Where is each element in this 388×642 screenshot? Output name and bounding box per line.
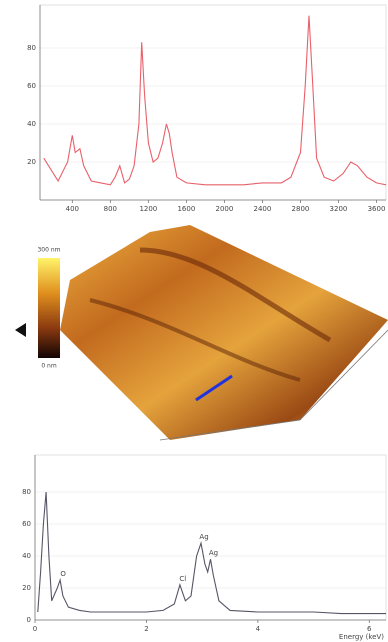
y-tick-label: 20 xyxy=(22,584,31,592)
x-tick-label: 1600 xyxy=(177,205,195,213)
cursor-arrow xyxy=(15,323,26,337)
x-tick-label: 0 xyxy=(33,625,37,633)
x-tick-label: 400 xyxy=(66,205,79,213)
base-edge xyxy=(159,329,388,441)
peak-label: O xyxy=(60,570,66,578)
x-tick-label: 1200 xyxy=(139,205,157,213)
x-axis-label: Energy (keV) xyxy=(339,633,384,641)
surface-ridge xyxy=(89,298,301,382)
x-tick-label: 800 xyxy=(104,205,117,213)
colorbar xyxy=(38,258,60,358)
x-tick-label: 3600 xyxy=(368,205,386,213)
y-tick-label: 80 xyxy=(22,488,31,496)
data-line xyxy=(43,15,387,186)
surface-ridge xyxy=(139,247,332,343)
x-tick-label: 4 xyxy=(256,625,261,633)
peak-label: Ag xyxy=(209,549,218,557)
x-tick-label: 2 xyxy=(144,625,148,633)
data-line xyxy=(37,491,386,615)
y-tick-label: 20 xyxy=(27,158,36,166)
x-tick-label: 3200 xyxy=(330,205,348,213)
peak-label: Cl xyxy=(179,575,186,583)
y-tick-label: 40 xyxy=(22,552,31,560)
x-tick-label: 2400 xyxy=(254,205,272,213)
y-tick-label: 60 xyxy=(27,82,36,90)
y-tick-label: 0 xyxy=(27,616,31,624)
afm-surface xyxy=(60,225,388,440)
colorbar-min: 0 nm xyxy=(41,363,57,370)
colorbar-max: 300 nm xyxy=(37,247,60,254)
y-tick-label: 40 xyxy=(27,120,36,128)
x-tick-label: 2000 xyxy=(215,205,233,213)
x-tick-label: 2800 xyxy=(292,205,310,213)
scan-line xyxy=(195,374,233,402)
peak-label: Ag xyxy=(199,533,208,541)
y-tick-label: 80 xyxy=(27,44,36,52)
y-tick-label: 60 xyxy=(22,520,31,528)
x-tick-label: 6 xyxy=(367,625,372,633)
